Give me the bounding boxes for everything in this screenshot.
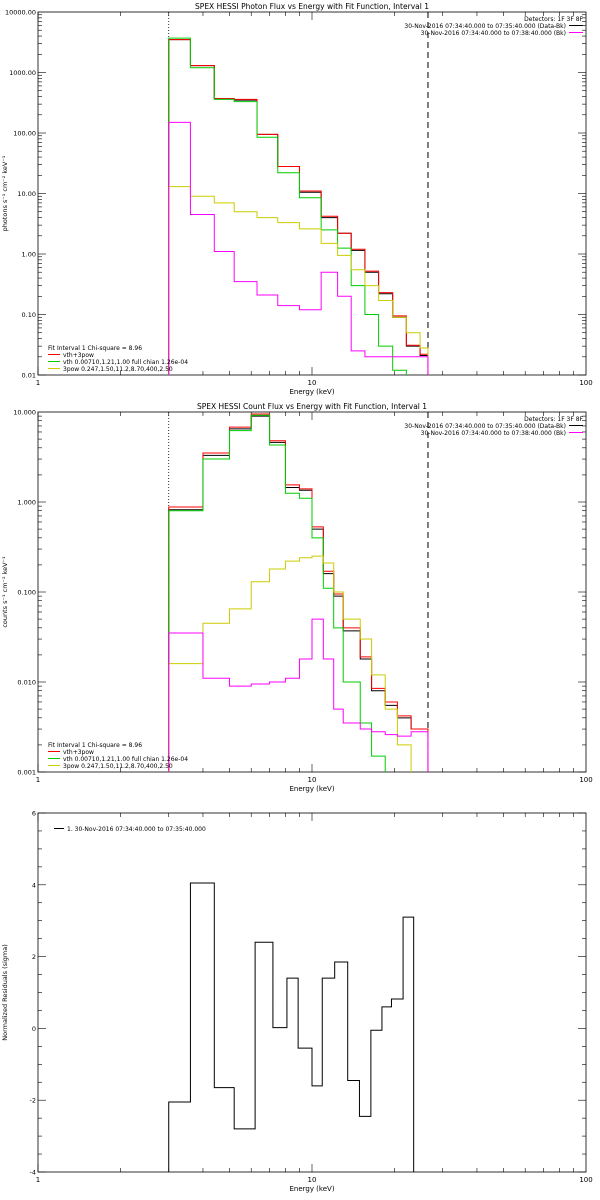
- y-tick-label: 0: [32, 1025, 36, 1033]
- y-tick-label: -2: [30, 1097, 36, 1105]
- y-tick-label: -4: [30, 1169, 36, 1177]
- series-4-histogram: [168, 555, 429, 772]
- y-axis-label: photons s⁻¹ cm⁻² keV⁻¹: [1, 155, 9, 231]
- series-3-histogram: [168, 37, 429, 375]
- plot-frame: [37, 812, 587, 1173]
- legend-entry: 1. 30-Nov-2016 07:34:40.000 to 07:35:40.…: [67, 826, 206, 833]
- y-tick-label: 1.000: [17, 499, 36, 507]
- y-axis-label: counts s⁻¹ cm⁻² keV⁻¹: [1, 556, 9, 628]
- legend-entry: vth+3pow: [63, 352, 94, 359]
- legend-entry: 3pow 0.247,1.50,11.2,8.70,400,2.50: [63, 366, 173, 373]
- series-3-histogram: [168, 414, 429, 772]
- x-axis-label: Energy (keV): [289, 388, 334, 396]
- series-5-histogram: [168, 618, 429, 772]
- legend-entry: 30-Nov-2016 07:34:40.000 to 07:38:40.000…: [421, 30, 566, 37]
- legend-entry: vth 0.00710,1.21,1.00 full chian 1.26e-0…: [63, 756, 188, 763]
- y-tick-label: 10.000: [13, 409, 36, 417]
- x-tick-label: 100: [579, 776, 592, 784]
- x-tick-label: 10: [308, 379, 317, 387]
- series-2-histogram: [168, 39, 429, 375]
- x-axis-label: Energy (keV): [289, 785, 334, 793]
- y-tick-label: 1.00: [22, 251, 36, 259]
- y-tick-label: 0.10: [22, 311, 36, 319]
- x-tick-label: 100: [579, 379, 592, 387]
- series-1-histogram: [168, 39, 429, 375]
- series-4-histogram: [168, 186, 429, 375]
- x-tick-label: 1: [36, 379, 40, 387]
- legend-entry: Fit Interval 1 Chi-square = 8.96: [48, 345, 142, 352]
- y-tick-label: 0.01: [22, 372, 36, 380]
- x-tick-label: 10: [308, 776, 317, 784]
- legend-entry: 30-Nov-2016 07:34:40.000 to 07:35:40.000…: [404, 423, 566, 430]
- y-tick-label: 6: [32, 810, 36, 818]
- series-1-histogram: [168, 882, 415, 1172]
- x-tick-label: 1: [36, 1176, 40, 1184]
- y-axis-label: Normalized Residuals (sigma): [1, 944, 9, 1041]
- plot-frame: [37, 11, 587, 376]
- y-tick-label: 0.001: [17, 769, 36, 777]
- chart-title: SPEX HESSI Count Flux vs Energy with Fit…: [197, 402, 427, 411]
- x-axis-label: Energy (keV): [289, 1185, 334, 1193]
- legend-entry: vth+3pow: [63, 749, 94, 756]
- legend-entry: Detectors: 1F 3F 8F: [524, 16, 583, 23]
- legend-entry: vth 0.00710,1.21,1.00 full chian 1.26e-0…: [63, 359, 188, 366]
- legend-entry: 3pow 0.247,1.50,11.2,8.70,400,2.50: [63, 763, 173, 770]
- y-tick-label: 2: [32, 953, 36, 961]
- y-tick-label: 0.010: [17, 679, 36, 687]
- y-tick-label: 10000.00: [5, 9, 36, 17]
- chart-panel-2: SPEX HESSI Count Flux vs Energy with Fit…: [1, 402, 593, 793]
- chart-title: SPEX HESSI Photon Flux vs Energy with Fi…: [195, 2, 429, 11]
- legend-entry: 30-Nov-2016 07:34:40.000 to 07:35:40.000…: [404, 23, 566, 30]
- chart-panel-1: SPEX HESSI Photon Flux vs Energy with Fi…: [1, 2, 593, 396]
- series-2-histogram: [168, 413, 429, 772]
- legend-entry: Detectors: 1F 3F 8F: [524, 416, 583, 423]
- chart-panel-3: 1 10 100 Energy (keV) -4 -2 0 2 4 6 Normalized Res…: [1, 810, 593, 1194]
- y-tick-label: 0.100: [17, 589, 36, 597]
- y-tick-label: 4: [32, 881, 36, 889]
- x-tick-label: 10: [308, 1176, 317, 1184]
- y-tick-label: 100.00: [13, 130, 36, 138]
- x-tick-label: 1: [36, 776, 40, 784]
- legend-entry: Fit Interval 1 Chi-square = 8.96: [48, 742, 142, 749]
- x-tick-label: 100: [579, 1176, 592, 1184]
- y-tick-label: 1000.00: [9, 69, 36, 77]
- series-1-histogram: [168, 415, 429, 772]
- series-5-histogram: [168, 121, 429, 375]
- legend-entry: 30-Nov-2016 07:34:40.000 to 07:38:40.000…: [421, 430, 566, 437]
- plot-frame: [37, 411, 587, 773]
- y-tick-label: 10.00: [17, 190, 36, 198]
